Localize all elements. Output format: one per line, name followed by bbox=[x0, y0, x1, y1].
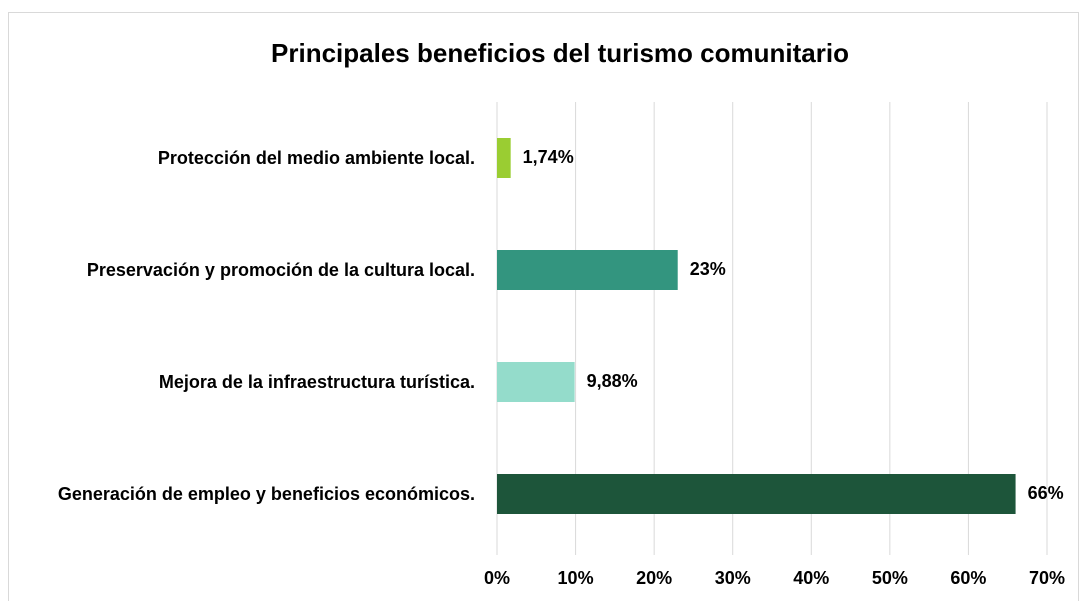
y-tick-label: Preservación y promoción de la cultura l… bbox=[86, 260, 475, 280]
value-label: 9,88% bbox=[587, 371, 638, 391]
chart-title: Principales beneficios del turismo comun… bbox=[271, 38, 849, 68]
y-tick-label: Protección del medio ambiente local. bbox=[157, 148, 475, 168]
value-label: 66% bbox=[1028, 483, 1064, 503]
x-tick-label: 0% bbox=[484, 568, 510, 588]
x-tick-label: 30% bbox=[715, 568, 751, 588]
x-tick-label: 60% bbox=[950, 568, 986, 588]
x-tick-label: 50% bbox=[872, 568, 908, 588]
x-tick-label: 10% bbox=[558, 568, 594, 588]
x-tick-label: 70% bbox=[1029, 568, 1065, 588]
bar bbox=[497, 250, 678, 290]
value-label: 1,74% bbox=[523, 147, 574, 167]
bar bbox=[497, 474, 1016, 514]
value-label: 23% bbox=[690, 259, 726, 279]
x-tick-label: 20% bbox=[636, 568, 672, 588]
y-tick-label: Mejora de la infraestructura turística. bbox=[158, 372, 475, 392]
x-tick-label: 40% bbox=[793, 568, 829, 588]
y-tick-label: Generación de empleo y beneficios económ… bbox=[57, 484, 475, 504]
bar bbox=[497, 362, 575, 402]
bar bbox=[497, 138, 511, 178]
